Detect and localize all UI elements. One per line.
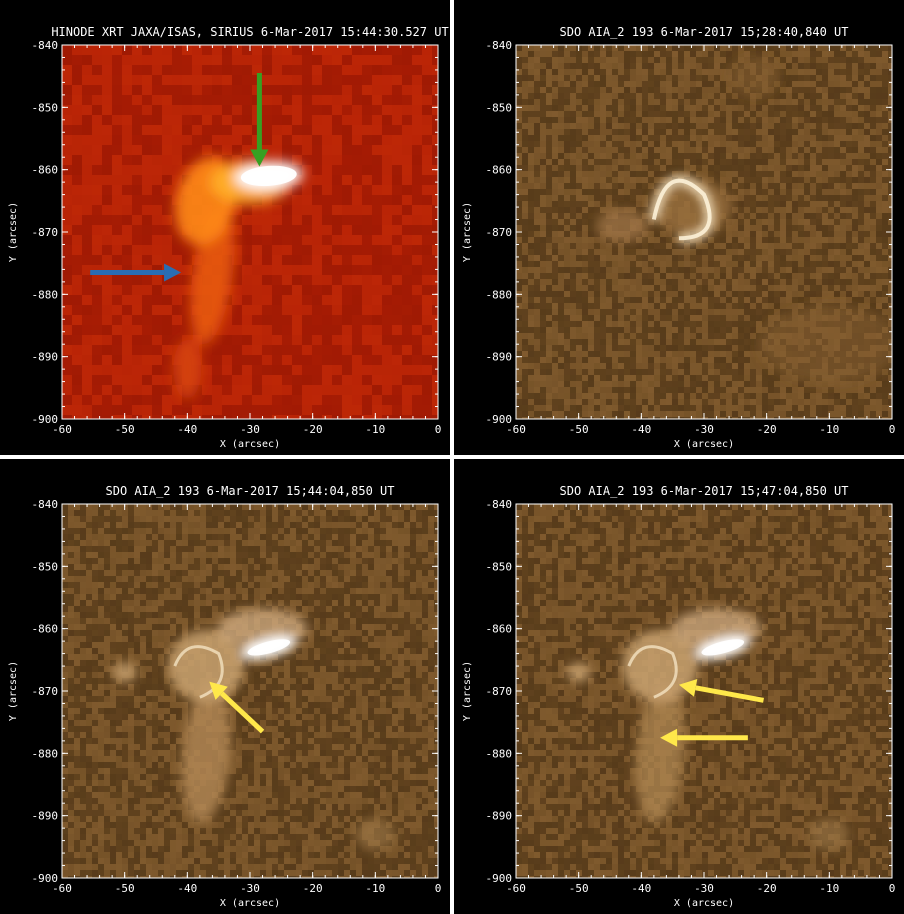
horizontal-divider: [0, 455, 904, 459]
x-tick-label: -10: [365, 882, 385, 895]
x-tick-label: 0: [889, 882, 896, 895]
y-tick-label: -900: [486, 872, 513, 885]
x-tick-label: -40: [631, 882, 651, 895]
y-tick-label: -900: [486, 413, 513, 426]
x-tick-label: -20: [303, 882, 323, 895]
y-tick-label: -870: [32, 685, 59, 698]
y-tick-label: -870: [486, 226, 513, 239]
panel-title: SDO AIA_2 193 6-Mar-2017 15;47:04,850 UT: [560, 484, 849, 498]
y-tick-label: -880: [486, 747, 513, 760]
panel-aia-1544: -60 -50 -40 -30 -20 -10 0 -840 -850 -860 -870 -880 -…: [0, 459, 450, 914]
y-tick-label: -890: [32, 810, 59, 823]
blue-arrow: [90, 263, 182, 282]
x-tick-label: -10: [365, 423, 385, 436]
solar-image: [62, 504, 438, 878]
panel-xrt: -60 -50 -40 -30 -20 -10 0 -840 -850 -860 -870 -880 -…: [0, 0, 450, 455]
y-tick-label: -860: [32, 164, 59, 177]
x-tick-label: -50: [569, 882, 589, 895]
solar-image: [516, 504, 892, 878]
y-tick-label: -860: [486, 164, 513, 177]
y-tick-label: -840: [486, 498, 513, 511]
y-tick-label: -900: [32, 413, 59, 426]
y-tick-label: -860: [486, 623, 513, 636]
y-tick-label: -890: [486, 351, 513, 364]
x-axis-label: X (arcsec): [674, 898, 734, 909]
y-tick-label: -860: [32, 623, 59, 636]
x-tick-label: -60: [506, 423, 526, 436]
panel-svg: -60 -50 -40 -30 -20 -10 0 -840 -850 -860 -870 -880 -…: [8, 25, 449, 450]
x-tick-label: -30: [694, 882, 714, 895]
y-tick-label: -890: [32, 351, 59, 364]
x-tick-label: -60: [52, 882, 72, 895]
y-tick-label: -850: [486, 101, 513, 114]
x-tick-label: -20: [757, 882, 777, 895]
x-tick-label: -60: [52, 423, 72, 436]
x-tick-label: -50: [569, 423, 589, 436]
x-tick-label: -10: [819, 882, 839, 895]
y-tick-label: -840: [32, 498, 59, 511]
panel-title: SDO AIA_2 193 6-Mar-2017 15;28:40,840 UT: [560, 25, 849, 39]
y-tick-label: -840: [486, 39, 513, 52]
x-tick-label: -20: [303, 423, 323, 436]
x-axis-label: X (arcsec): [220, 439, 280, 450]
solar-image: [516, 45, 892, 419]
x-tick-label: -30: [240, 423, 260, 436]
x-tick-label: -30: [240, 882, 260, 895]
x-tick-label: -50: [115, 423, 135, 436]
x-tick-label: 0: [435, 423, 442, 436]
y-tick-label: -880: [32, 747, 59, 760]
y-tick-label: -850: [486, 560, 513, 573]
panel-svg: -60 -50 -40 -30 -20 -10 0 -840 -850 -860 -870 -880 -…: [462, 25, 896, 450]
x-tick-label: 0: [435, 882, 442, 895]
y-tick-label: -890: [486, 810, 513, 823]
x-tick-label: -10: [819, 423, 839, 436]
x-tick-label: -20: [757, 423, 777, 436]
panel-svg: -60 -50 -40 -30 -20 -10 0 -840 -850 -860 -870 -880 -…: [8, 484, 442, 909]
yellow-arrow-upper: [678, 678, 764, 703]
panel-aia-1528: -60 -50 -40 -30 -20 -10 0 -840 -850 -860 -870 -880 -…: [454, 0, 904, 455]
x-tick-label: -30: [694, 423, 714, 436]
y-axis-label: Y (arcsec): [8, 661, 19, 721]
solar-image: [62, 45, 438, 419]
y-axis-label: Y (arcsec): [462, 661, 473, 721]
x-tick-label: -40: [631, 423, 651, 436]
y-axis-label: Y (arcsec): [8, 202, 19, 262]
x-tick-label: -60: [506, 882, 526, 895]
panel-svg: -60 -50 -40 -30 -20 -10 0 -840 -850 -860 -870 -880 -…: [462, 484, 896, 909]
x-tick-label: -50: [115, 882, 135, 895]
x-tick-label: 0: [889, 423, 896, 436]
panel-aia-1547: -60 -50 -40 -30 -20 -10 0 -840 -850 -860 -870 -880 -…: [454, 459, 904, 914]
panel-title: HINODE XRT JAXA/ISAS, SIRIUS 6-Mar-2017 …: [51, 25, 448, 39]
x-axis-label: X (arcsec): [674, 439, 734, 450]
y-tick-label: -870: [486, 685, 513, 698]
green-arrow: [250, 73, 269, 167]
yellow-arrow-lower: [660, 728, 748, 747]
x-tick-label: -40: [177, 882, 197, 895]
y-tick-label: -880: [486, 288, 513, 301]
x-tick-label: -40: [177, 423, 197, 436]
y-axis-label: Y (arcsec): [462, 202, 473, 262]
y-tick-label: -880: [32, 288, 59, 301]
yellow-arrow: [209, 681, 265, 734]
x-axis-label: X (arcsec): [220, 898, 280, 909]
y-tick-label: -900: [32, 872, 59, 885]
y-tick-label: -870: [32, 226, 59, 239]
panel-title: SDO AIA_2 193 6-Mar-2017 15;44:04,850 UT: [106, 484, 395, 498]
y-tick-label: -850: [32, 101, 59, 114]
y-tick-label: -850: [32, 560, 59, 573]
y-tick-label: -840: [32, 39, 59, 52]
